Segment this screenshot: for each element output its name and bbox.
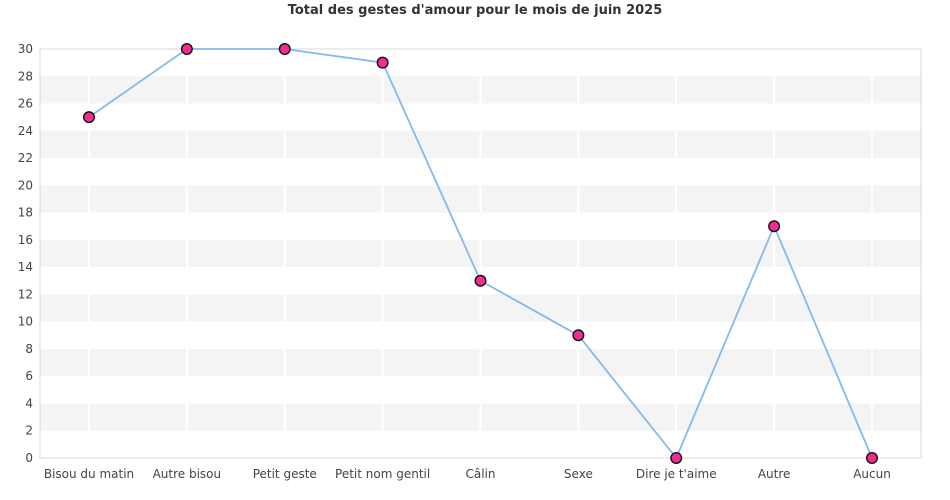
x-tick-label: Bisou du matin [44,467,134,481]
data-point [768,220,781,233]
x-tick-label: Autre bisou [153,467,222,481]
x-tick-label: Petit nom gentil [335,467,430,481]
data-point [866,452,879,465]
plot-frame [39,48,922,459]
y-tick-label: 14 [18,260,33,274]
y-tick-label: 10 [18,315,33,329]
x-tick-label: Dire je t'aime [636,467,717,481]
x-tick-label: Autre [758,467,791,481]
y-tick-label: 20 [18,178,33,192]
y-tick-label: 24 [18,124,33,138]
data-point [670,452,683,465]
chart-title: Total des gestes d'amour pour le mois de… [287,3,663,18]
y-tick-label: 18 [18,206,33,220]
x-tick-label: Aucun [853,467,891,481]
data-point [278,43,291,56]
y-tick-label: 30 [18,42,33,56]
y-tick-label: 26 [18,97,33,111]
y-tick-label: 12 [18,287,33,301]
y-tick-label: 0 [25,451,33,465]
y-tick-label: 22 [18,151,33,165]
data-point [572,329,585,342]
data-point [376,56,389,69]
y-tick-label: 6 [25,369,33,383]
y-tick-label: 4 [25,396,33,410]
y-tick-label: 28 [18,69,33,83]
y-tick-label: 8 [25,342,33,356]
x-tick-label: Petit geste [253,467,317,481]
data-point [82,111,95,124]
x-tick-label: Sexe [564,467,593,481]
y-tick-label: 16 [18,233,33,247]
data-point [474,274,487,287]
x-tick-label: Câlin [465,467,495,481]
data-point [180,43,193,56]
y-tick-label: 2 [25,424,33,438]
